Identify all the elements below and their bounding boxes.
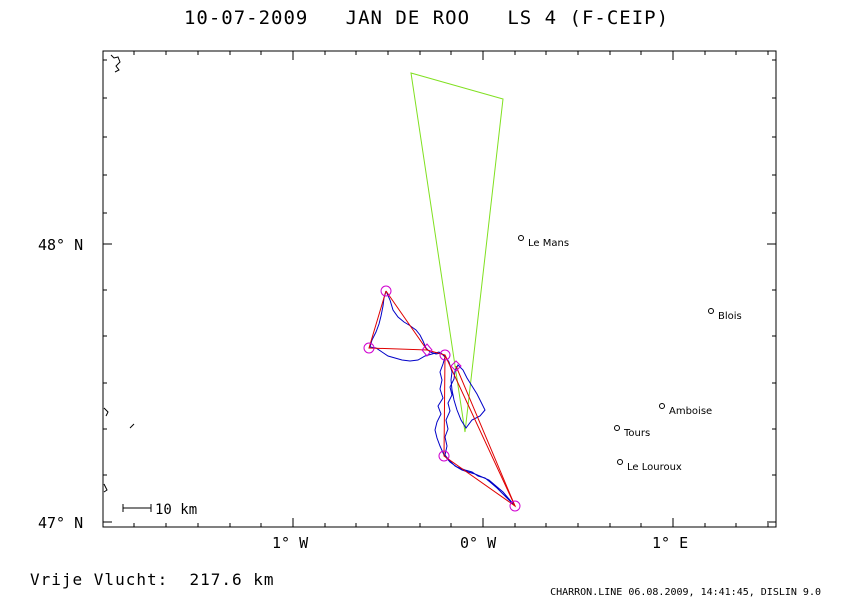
town-label-le-mans: Le Mans	[528, 238, 569, 249]
lat-label-48: 48° N	[38, 236, 83, 254]
finish-marker	[450, 360, 462, 372]
turnpoint-marker	[439, 349, 451, 361]
town-marker	[518, 235, 524, 241]
turnpoint-marker	[509, 500, 521, 512]
flight-track	[369, 290, 516, 507]
lat-label-47: 47° N	[38, 514, 83, 532]
turnpoints	[363, 285, 521, 512]
map-frame	[102, 50, 777, 528]
turnpoint-marker	[380, 285, 392, 297]
scale-label: 10 km	[155, 502, 197, 518]
lon-label-0w: 0° W	[460, 534, 497, 552]
start-marker	[421, 343, 433, 357]
turnpoint-marker	[438, 450, 450, 462]
towns: Le Mans Blois Amboise Tours Le Louroux	[518, 235, 742, 473]
task-route	[368, 290, 517, 508]
lon-label-1w: 1° W	[272, 534, 309, 552]
town-marker	[659, 403, 665, 409]
turnpoint-marker	[363, 342, 375, 354]
lon-label-1e: 1° E	[652, 534, 688, 552]
town-label-blois: Blois	[718, 311, 742, 322]
town-marker	[617, 459, 623, 465]
tick-marks	[103, 51, 776, 527]
footer-info: CHARRON.LINE 06.08.2009, 14:41:45, DISLI…	[550, 587, 821, 598]
airspace-polygon	[410, 72, 504, 433]
town-label-le-louroux: Le Louroux	[627, 462, 682, 473]
town-label-tours: Tours	[623, 428, 650, 439]
scale-bar	[122, 504, 152, 512]
coastline	[103, 54, 135, 493]
town-marker	[614, 425, 620, 431]
town-marker	[708, 308, 714, 314]
town-label-amboise: Amboise	[669, 406, 712, 417]
distance-readout: Vrije Vlucht: 217.6 km	[30, 570, 275, 589]
map-title: 10-07-2009 JAN DE ROO LS 4 (F-CEIP)	[183, 7, 670, 29]
